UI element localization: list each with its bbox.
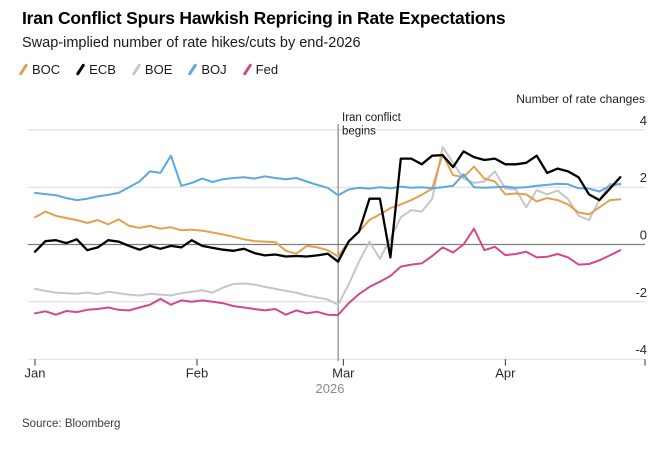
- series-line-fed: [34, 227, 622, 316]
- chart-title: Iran Conflict Spurs Hawkish Repricing in…: [22, 8, 506, 28]
- gridlines: 4 2 0 -2 -4: [28, 113, 647, 360]
- chart-subtitle: Swap-implied number of rate hikes/cuts b…: [22, 34, 361, 51]
- legend-slash-icon: [75, 63, 86, 76]
- y-tick-label: -4: [635, 342, 647, 357]
- legend: BOC ECB BOE BOJ Fed: [18, 61, 505, 77]
- y-tick-label: -2: [635, 285, 647, 300]
- y-tick-label: 4: [640, 113, 647, 128]
- x-tick-label: Mar: [332, 366, 355, 381]
- event-annotation-line2: begins: [342, 126, 376, 138]
- x-axis-year-label: 2026: [316, 381, 345, 396]
- x-axis: Jan Feb Mar Apr: [25, 359, 646, 381]
- event-annotation-line1: Iran conflict: [342, 112, 402, 124]
- legend-label: ECB: [89, 61, 116, 77]
- x-tick-label: Apr: [495, 366, 516, 381]
- y-axis-title: Number of rate changes: [516, 92, 645, 106]
- legend-item-ecb: ECB: [75, 61, 116, 77]
- series-line-boe: [34, 146, 622, 306]
- legend-item-fed: Fed: [242, 61, 279, 77]
- chart-header: Iran Conflict Spurs Hawkish Repricing in…: [18, 8, 506, 77]
- series-line-boc: [34, 153, 622, 258]
- series-line-ecb: [33, 150, 622, 263]
- x-tick-label: Jan: [25, 366, 46, 381]
- legend-label: BOC: [32, 61, 61, 77]
- legend-label: BOE: [144, 61, 173, 77]
- source-note: Source: Bloomberg: [22, 418, 121, 430]
- y-tick-label: 2: [640, 170, 647, 185]
- legend-label: BOJ: [201, 61, 227, 77]
- series-lines: [33, 146, 622, 316]
- legend-slash-icon: [242, 63, 252, 76]
- y-tick-label: 0: [640, 228, 647, 243]
- legend-slash-icon: [188, 63, 198, 76]
- legend-item-boe: BOE: [131, 61, 173, 77]
- series-line-boj: [34, 154, 622, 202]
- legend-item-boc: BOC: [18, 61, 61, 77]
- legend-label: Fed: [255, 61, 279, 77]
- legend-slash-icon: [131, 63, 142, 76]
- legend-item-boj: BOJ: [188, 61, 227, 77]
- x-tick-label: Feb: [186, 366, 208, 381]
